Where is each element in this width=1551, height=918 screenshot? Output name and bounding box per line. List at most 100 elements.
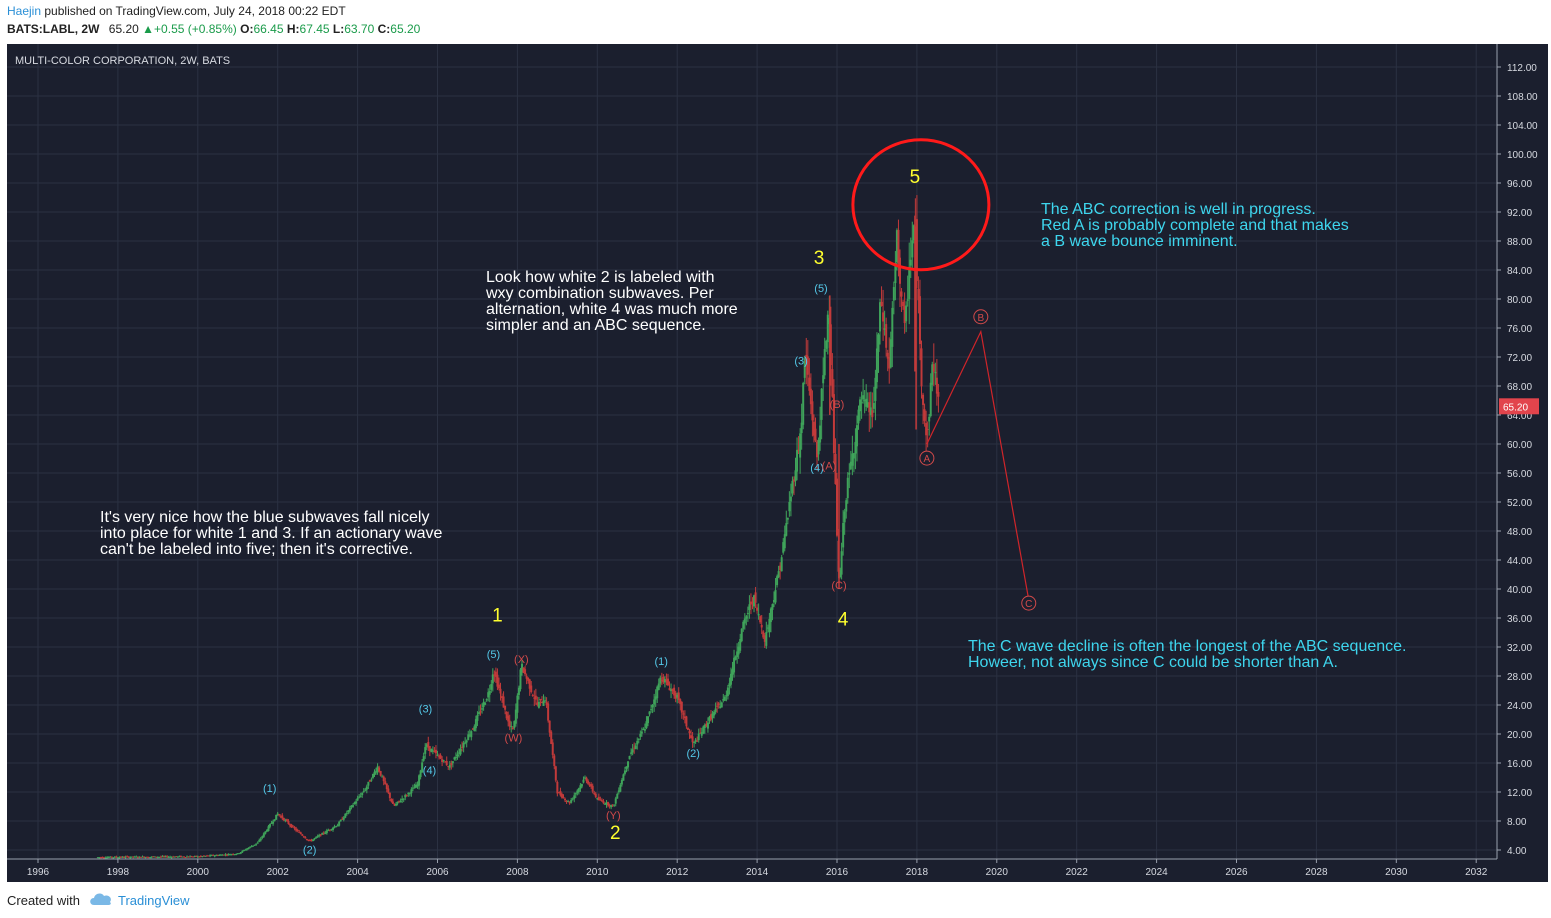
candle-body [537, 701, 540, 708]
candle-body [339, 819, 342, 822]
candle-body [527, 677, 530, 681]
candle-body [184, 857, 187, 859]
candle-body [265, 830, 268, 832]
wave-label-minor: (3) [794, 355, 807, 367]
candle-body [348, 807, 351, 811]
candle-body [791, 480, 794, 494]
tradingview-brand-link[interactable]: TradingView [118, 893, 190, 908]
abc-projection-line [926, 329, 1030, 600]
candle-body [922, 394, 925, 405]
candle-body [883, 328, 886, 330]
candle-body [173, 856, 176, 858]
symbol-label[interactable]: BATS:LABL, 2W [7, 22, 100, 36]
candle-body [723, 696, 726, 701]
candle-body [408, 793, 411, 795]
high-label: H: [286, 22, 300, 36]
candle-body [355, 801, 358, 804]
candle-body [851, 453, 854, 466]
candle-body [112, 857, 115, 859]
candle-body [275, 814, 278, 820]
candle-body [650, 709, 653, 711]
candle-body [749, 601, 752, 605]
candle-body [788, 501, 791, 512]
candle-body [295, 828, 298, 831]
candle-body [768, 618, 771, 633]
candle-body [301, 834, 304, 836]
candle-body [909, 259, 912, 266]
price-tick-label: 92.00 [1507, 208, 1532, 219]
candle-body [190, 856, 193, 858]
candle-body [235, 854, 238, 856]
candle-body [900, 291, 903, 297]
price-tick-label: 112.00 [1507, 63, 1537, 74]
candle-body [292, 826, 295, 828]
candle-body [308, 839, 311, 841]
candle-body [625, 766, 628, 769]
candle-body [127, 856, 130, 858]
candle-body [255, 843, 258, 845]
candle-body [179, 855, 182, 857]
candle-body [256, 842, 259, 844]
candle-body [325, 830, 328, 834]
candle-body [819, 425, 822, 443]
wave-label-circle [1021, 595, 1037, 611]
candle-body [259, 838, 262, 841]
candle-body [433, 751, 436, 753]
candle-body [99, 857, 102, 859]
candle-body [831, 369, 834, 397]
publish-text: published on TradingView.com, July 24, 2… [44, 4, 346, 18]
candle-body [602, 801, 605, 804]
candle-body [236, 853, 239, 855]
candle-body [623, 770, 626, 774]
candle-body [889, 339, 892, 368]
candle-body [832, 394, 835, 454]
candle-body [376, 766, 379, 773]
candle-body [461, 746, 464, 748]
candle-body [811, 401, 814, 421]
candle-body [679, 699, 682, 705]
candle-body [928, 416, 931, 422]
candle-body [742, 621, 745, 629]
candle-body [451, 761, 454, 764]
candle-body [865, 398, 868, 407]
candle-body [906, 299, 909, 301]
candle-body [147, 857, 150, 859]
candle-body [319, 834, 322, 836]
time-tick-label: 2014 [746, 867, 769, 878]
time-tick-label: 2006 [426, 867, 449, 878]
candle-body [780, 557, 783, 572]
candle-body [359, 795, 362, 797]
candle-body [508, 720, 511, 727]
candle-body [229, 854, 232, 856]
candle-body [728, 683, 731, 687]
candle-body [233, 854, 236, 856]
candle-body [559, 790, 562, 796]
candle-body [923, 409, 926, 421]
candle-body [608, 805, 611, 807]
candle-body [587, 780, 590, 784]
candle-body [550, 731, 553, 744]
candle-body [302, 836, 305, 838]
candle-body [221, 854, 224, 856]
tradingview-cloud-icon[interactable] [88, 890, 114, 908]
candle-body [219, 854, 222, 856]
candle-body [222, 854, 225, 856]
candle-body [130, 856, 133, 858]
candle-body [802, 383, 805, 425]
candle-body [502, 696, 505, 708]
candle-body [703, 724, 706, 729]
candle-body [582, 779, 585, 783]
candle-body [829, 324, 832, 365]
candle-body [872, 403, 875, 409]
candle-body [434, 749, 437, 754]
candle-body [407, 792, 410, 795]
candle-body [104, 857, 107, 859]
candle-body [783, 534, 786, 549]
chart-panel[interactable]: 1 2 3 4 5 (1) (2) (3) (4) (5) (1) (2) (3) (4) (5) (X) (W… [7, 44, 1548, 882]
author-link[interactable]: Haejin [7, 4, 42, 18]
candle-body [539, 698, 542, 700]
price-chart[interactable]: 1 2 3 4 5 (1) (2) (3) (4) (5) (1) (2) (3) (4) (5) (X) (W… [7, 44, 1548, 882]
price-axis-panel [1497, 44, 1548, 882]
candle-body [199, 856, 202, 858]
candle-body [590, 784, 593, 787]
